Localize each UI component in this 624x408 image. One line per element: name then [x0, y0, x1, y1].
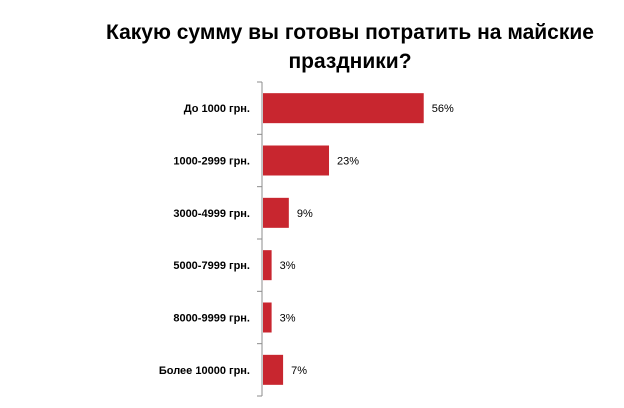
category-label: Более 10000 грн.	[159, 365, 250, 377]
category-label: До 1000 грн.	[184, 103, 250, 115]
bar-4	[263, 250, 272, 281]
data-label: 23%	[337, 156, 359, 168]
data-label: 9%	[297, 208, 313, 220]
data-label: 56%	[432, 103, 454, 115]
category-label: 8000-9999 грн.	[173, 313, 250, 325]
category-label: 3000-4999 грн.	[173, 208, 250, 220]
chart-title: Какую сумму вы готовы потратить на майск…	[106, 21, 594, 73]
data-label: 3%	[280, 313, 296, 325]
bar-6	[263, 354, 284, 385]
bar-1	[263, 93, 424, 124]
data-label: 7%	[291, 365, 307, 377]
category-label: 5000-7999 грн.	[173, 260, 250, 272]
bar-5	[263, 302, 272, 333]
bar-2	[263, 145, 330, 176]
data-label: 3%	[280, 260, 296, 272]
category-label: 1000-2999 грн.	[173, 156, 250, 168]
bar-3	[263, 197, 289, 228]
